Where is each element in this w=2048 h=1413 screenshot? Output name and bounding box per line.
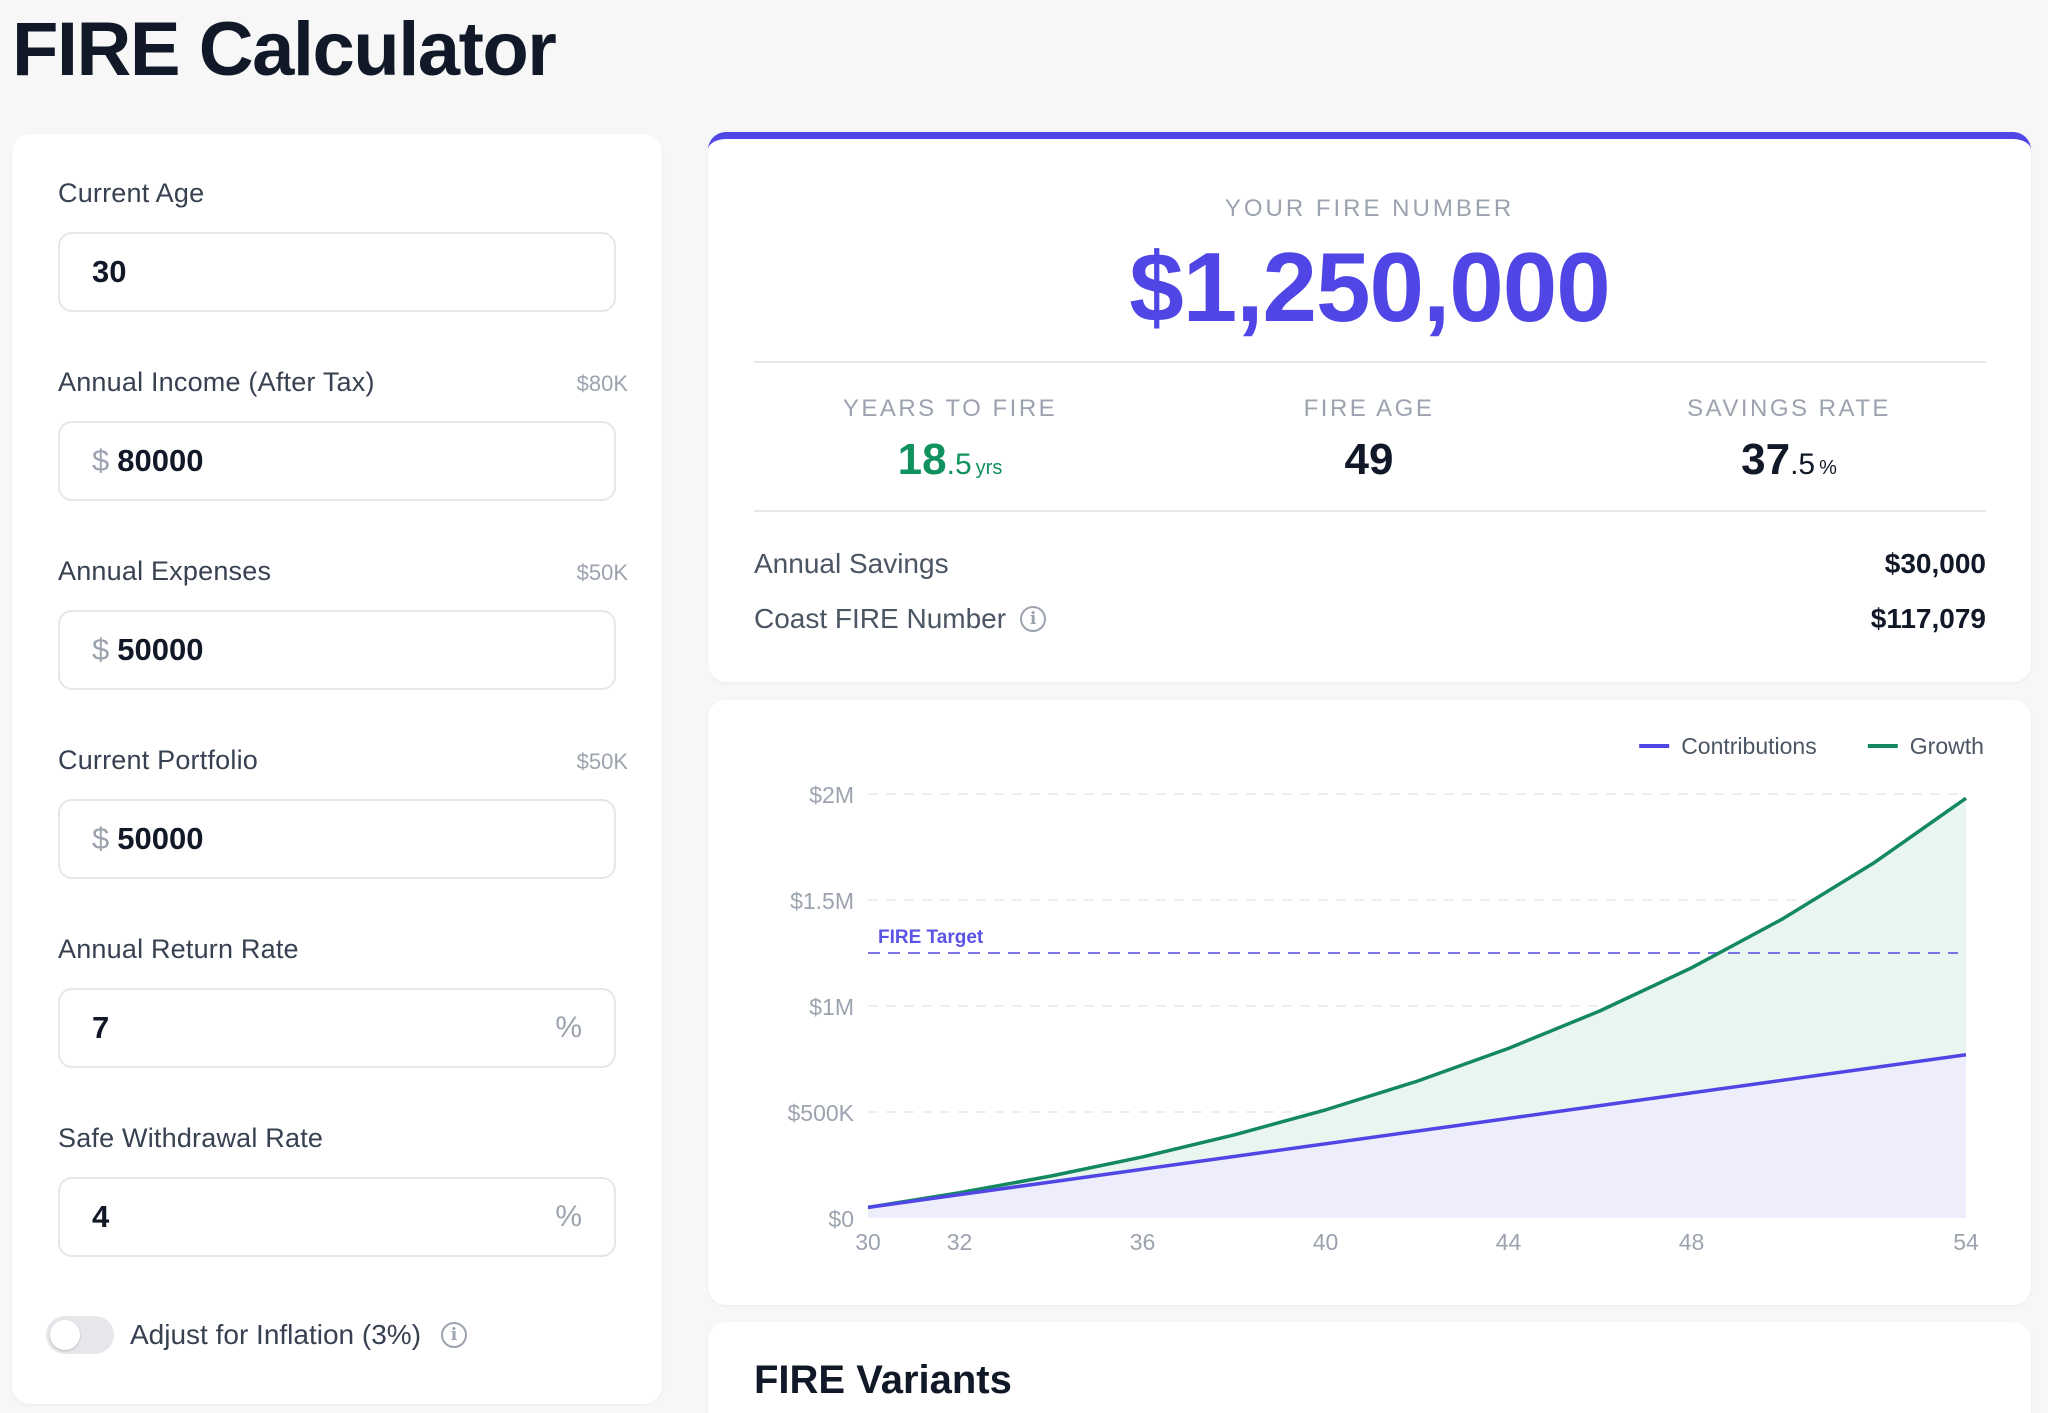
x-tick-label: 36 xyxy=(1130,1229,1156,1255)
years-to-fire-value: 18.5 yrs xyxy=(897,435,1003,484)
x-tick-label: 44 xyxy=(1496,1229,1522,1255)
current-portfolio-hint: $50K xyxy=(576,749,628,774)
dollar-prefix: $ xyxy=(92,821,110,856)
return-rate-value: 7 xyxy=(92,1010,110,1045)
x-tick-label: 54 xyxy=(1953,1229,1979,1255)
dollar-prefix: $ xyxy=(92,632,110,667)
inflation-label: Adjust for Inflation (3%) xyxy=(130,1319,422,1350)
annual-savings-value: $30,000 xyxy=(1884,548,1986,579)
series-line-growth xyxy=(867,796,1968,1210)
summary-divider xyxy=(754,510,1986,512)
dollar-prefix: $ xyxy=(92,443,110,478)
annual-income-field: Annual Income (After Tax) $80K $ 80000 xyxy=(58,367,628,501)
fire-age-stat: FIRE AGE 49 xyxy=(1169,395,1569,485)
annual-income-value: 80000 xyxy=(117,443,204,478)
current-age-value: 30 xyxy=(92,254,127,289)
annual-expenses-field: Annual Expenses $50K $ 50000 xyxy=(58,556,628,690)
current-portfolio-input[interactable]: $ 50000 xyxy=(58,799,616,879)
series-line-contributions xyxy=(867,1053,1967,1210)
x-tick-label: 40 xyxy=(1313,1229,1339,1255)
info-icon[interactable]: i xyxy=(441,1322,468,1348)
y-tick-label: $1M xyxy=(809,994,854,1020)
current-portfolio-value: 50000 xyxy=(117,821,204,856)
withdrawal-rate-label: Safe Withdrawal Rate xyxy=(58,1123,324,1153)
fire-age-label: FIRE AGE xyxy=(1303,395,1435,422)
legend-label-growth: Growth xyxy=(1910,733,1984,759)
inflation-toggle-row: Adjust for Inflation (3%) i xyxy=(46,1316,468,1354)
savings-rate-label: SAVINGS RATE xyxy=(1687,395,1891,422)
page-title: FIRE Calculator xyxy=(12,7,557,92)
fire-variants-title: FIRE Variants xyxy=(754,1358,1012,1402)
return-rate-field: Annual Return Rate 7 % xyxy=(58,934,628,1068)
coast-fire-row: Coast FIRE Number i $117,079 xyxy=(754,603,1986,635)
fire-number-label: YOUR FIRE NUMBER xyxy=(1224,195,1515,222)
coast-fire-label-wrap: Coast FIRE Number i xyxy=(754,603,1047,635)
current-portfolio-label: Current Portfolio xyxy=(58,745,258,775)
annual-savings-row: Annual Savings $30,000 xyxy=(754,548,1986,580)
coast-fire-value: $117,079 xyxy=(1870,603,1986,634)
return-rate-label: Annual Return Rate xyxy=(58,934,299,964)
current-portfolio-field: Current Portfolio $50K $ 50000 xyxy=(58,745,628,879)
coast-fire-label: Coast FIRE Number xyxy=(754,603,1007,634)
years-to-fire-label: YEARS TO FIRE xyxy=(842,395,1058,422)
legend-label-contributions: Contributions xyxy=(1681,733,1817,759)
percent-suffix: % xyxy=(555,1200,582,1233)
series-area-contributions xyxy=(868,1054,1966,1218)
years-to-fire-stat: YEARS TO FIRE 18.5 yrs xyxy=(750,395,1150,485)
annual-expenses-label: Annual Expenses xyxy=(58,556,272,586)
savings-rate-stat: SAVINGS RATE 37.5% xyxy=(1589,395,1989,485)
x-tick-label: 30 xyxy=(855,1229,881,1255)
fire-target-label: FIRE Target xyxy=(878,927,984,948)
y-tick-label: $500K xyxy=(787,1100,854,1126)
fire-number-value: $1,250,000 xyxy=(1129,232,1610,342)
y-tick-label: $1.5M xyxy=(790,888,854,914)
annual-expenses-value: 50000 xyxy=(117,632,204,667)
x-tick-label: 48 xyxy=(1679,1229,1705,1255)
annual-income-hint: $80K xyxy=(576,371,628,396)
current-age-label: Current Age xyxy=(58,178,205,208)
annual-income-input[interactable]: $ 80000 xyxy=(58,421,616,501)
withdrawal-rate-input[interactable]: 4 % xyxy=(58,1177,616,1257)
current-age-field: Current Age 30 xyxy=(58,178,628,312)
projection-chart: $0 $500K $1M $1.5M $2M 30 32 36 40 44 48 54 FIRE Tar… xyxy=(787,733,1984,1255)
percent-suffix: % xyxy=(555,1011,582,1044)
annual-expenses-input[interactable]: $ 50000 xyxy=(58,610,616,690)
toggle-knob xyxy=(50,1320,80,1350)
projection-chart-card: $0 $500K $1M $1.5M $2M 30 32 36 40 44 48 54 FIRE Tar… xyxy=(708,700,2031,1305)
fire-summary-card: YOUR FIRE NUMBER $1,250,000 YEARS TO FIR… xyxy=(708,132,2031,682)
y-tick-label: $0 xyxy=(828,1206,854,1232)
fire-variants-card: FIRE Variants xyxy=(708,1322,2031,1413)
x-tick-label: 32 xyxy=(947,1229,973,1255)
y-tick-label: $2M xyxy=(809,782,854,808)
inflation-toggle[interactable] xyxy=(46,1316,114,1354)
savings-rate-value: 37.5% xyxy=(1741,435,1837,484)
current-age-input[interactable]: 30 xyxy=(58,232,616,312)
fire-age-value: 49 xyxy=(1344,435,1394,484)
withdrawal-rate-field: Safe Withdrawal Rate 4 % xyxy=(58,1123,628,1257)
info-icon[interactable]: i xyxy=(1020,606,1047,632)
annual-expenses-hint: $50K xyxy=(576,560,628,585)
input-form-card: Current Age 30 Annual Income (After Tax)… xyxy=(12,134,662,1404)
summary-divider xyxy=(754,361,1986,363)
annual-income-label: Annual Income (After Tax) xyxy=(58,367,375,397)
annual-savings-label: Annual Savings xyxy=(754,548,949,579)
return-rate-input[interactable]: 7 % xyxy=(58,988,616,1068)
withdrawal-rate-value: 4 xyxy=(92,1199,110,1234)
